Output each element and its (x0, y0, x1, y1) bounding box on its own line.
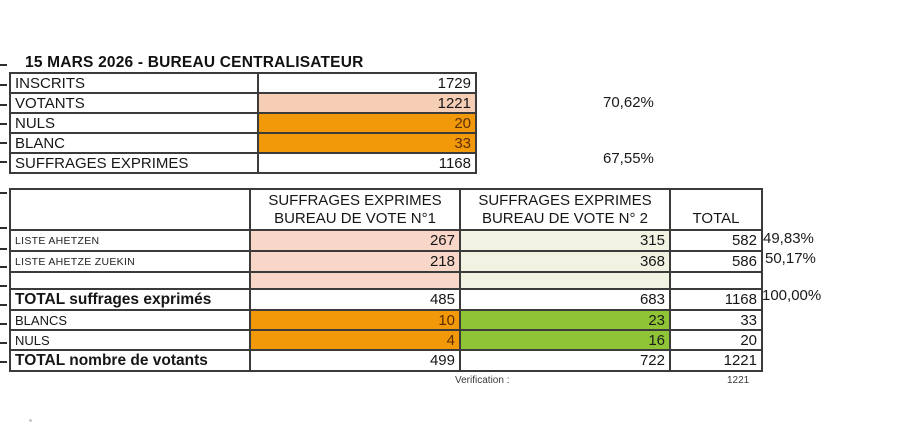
scan-speck (29, 419, 32, 422)
row-label: SUFFRAGES EXPRIMES (9, 152, 259, 174)
header-total: TOTAL (669, 188, 763, 231)
row-label: INSCRITS (9, 72, 259, 94)
table-row: BLANCS 10 23 33 (9, 309, 763, 331)
bureau2-value: 683 (459, 288, 671, 311)
list-name: LISTE AHETZE ZUEKIN (9, 250, 251, 273)
total-value: 1221 (669, 349, 763, 372)
header-empty-cell (9, 188, 251, 231)
summary-table: INSCRITS 1729 VOTANTS 1221 NULS 20 BLANC… (9, 72, 477, 174)
total-value: 582 (669, 229, 763, 252)
row-label: NULS (9, 112, 259, 134)
expressed-percentage: 67,55% (603, 150, 654, 167)
scan-tick (0, 84, 7, 86)
bureau1-value: 4 (249, 329, 461, 351)
row-label: BLANC (9, 132, 259, 154)
scan-tick (0, 342, 7, 344)
table-row (9, 271, 763, 290)
results-table: SUFFRAGES EXPRIMES BUREAU DE VOTE N°1 SU… (9, 188, 763, 372)
bureau2-value: 368 (459, 250, 671, 273)
scan-tick (0, 285, 7, 287)
header-total-label: TOTAL (692, 210, 740, 227)
table-row: NULS 20 (9, 112, 477, 134)
total-value: 20 (669, 329, 763, 351)
bureau1-value: 267 (249, 229, 461, 252)
scan-tick (0, 123, 7, 125)
scan-tick (0, 161, 7, 163)
list-name (9, 271, 251, 290)
verification-label: Verification : (455, 375, 510, 386)
bureau1-value: 499 (249, 349, 461, 372)
nulls-label: NULS (9, 329, 251, 351)
header-bureau1: SUFFRAGES EXPRIMES BUREAU DE VOTE N°1 (249, 188, 461, 231)
bureau1-value: 10 (249, 309, 461, 331)
verification-value: 1221 (727, 375, 750, 386)
scan-tick (0, 64, 7, 66)
blanks-label: BLANCS (9, 309, 251, 331)
total-voters-label: TOTAL nombre de votants (9, 349, 251, 372)
header-bureau2: SUFFRAGES EXPRIMES BUREAU DE VOTE N° 2 (459, 188, 671, 231)
scan-tick (0, 266, 7, 268)
bureau2-value: 23 (459, 309, 671, 331)
row-value: 1729 (257, 72, 477, 94)
scan-tick (0, 227, 7, 229)
turnout-percentage: 70,62% (603, 94, 654, 111)
table-row: TOTAL suffrages exprimés 485 683 1168 (9, 288, 763, 311)
total-percentage: 100,00% (762, 287, 822, 304)
total-expressed-label: TOTAL suffrages exprimés (9, 288, 251, 311)
table-row: LISTE AHETZE ZUEKIN 218 368 586 (9, 250, 763, 273)
page-title: 15 MARS 2026 - BUREAU CENTRALISATEUR (25, 54, 364, 71)
bureau1-value: 485 (249, 288, 461, 311)
total-value (669, 271, 763, 290)
header-bureau1-line1: SUFFRAGES EXPRIMES (268, 191, 442, 209)
table-row: BLANC 33 (9, 132, 477, 154)
row-value: 20 (257, 112, 477, 134)
table-row: TOTAL nombre de votants 499 722 1221 (9, 349, 763, 372)
scan-tick (0, 192, 7, 194)
scan-tick (0, 104, 7, 106)
bureau2-value: 722 (459, 349, 671, 372)
total-value: 33 (669, 309, 763, 331)
scan-tick (0, 142, 7, 144)
bureau2-value: 315 (459, 229, 671, 252)
bureau1-value (249, 271, 461, 290)
table-row: VOTANTS 1221 (9, 92, 477, 114)
row-value: 33 (257, 132, 477, 154)
header-row: SUFFRAGES EXPRIMES BUREAU DE VOTE N°1 SU… (9, 188, 763, 231)
list-name: LISTE AHETZEN (9, 229, 251, 252)
header-bureau1-line2: BUREAU DE VOTE N°1 (274, 209, 436, 227)
row-label: VOTANTS (9, 92, 259, 114)
scan-tick (0, 304, 7, 306)
row-value: 1221 (257, 92, 477, 114)
table-row: SUFFRAGES EXPRIMES 1168 (9, 152, 477, 174)
list2-percentage: 50,17% (765, 250, 816, 267)
list1-percentage: 49,83% (763, 230, 814, 247)
header-bureau2-line1: SUFFRAGES EXPRIMES (478, 191, 652, 209)
scan-tick (0, 323, 7, 325)
header-bureau2-line2: BUREAU DE VOTE N° 2 (481, 209, 649, 227)
bureau1-value: 218 (249, 250, 461, 273)
total-value: 586 (669, 250, 763, 273)
scan-tick (0, 248, 7, 250)
table-row: NULS 4 16 20 (9, 329, 763, 351)
scan-tick (0, 361, 7, 363)
table-row: INSCRITS 1729 (9, 72, 477, 94)
total-value: 1168 (669, 288, 763, 311)
row-value: 1168 (257, 152, 477, 174)
bureau2-value: 16 (459, 329, 671, 351)
bureau2-value (459, 271, 671, 290)
table-row: LISTE AHETZEN 267 315 582 (9, 229, 763, 252)
